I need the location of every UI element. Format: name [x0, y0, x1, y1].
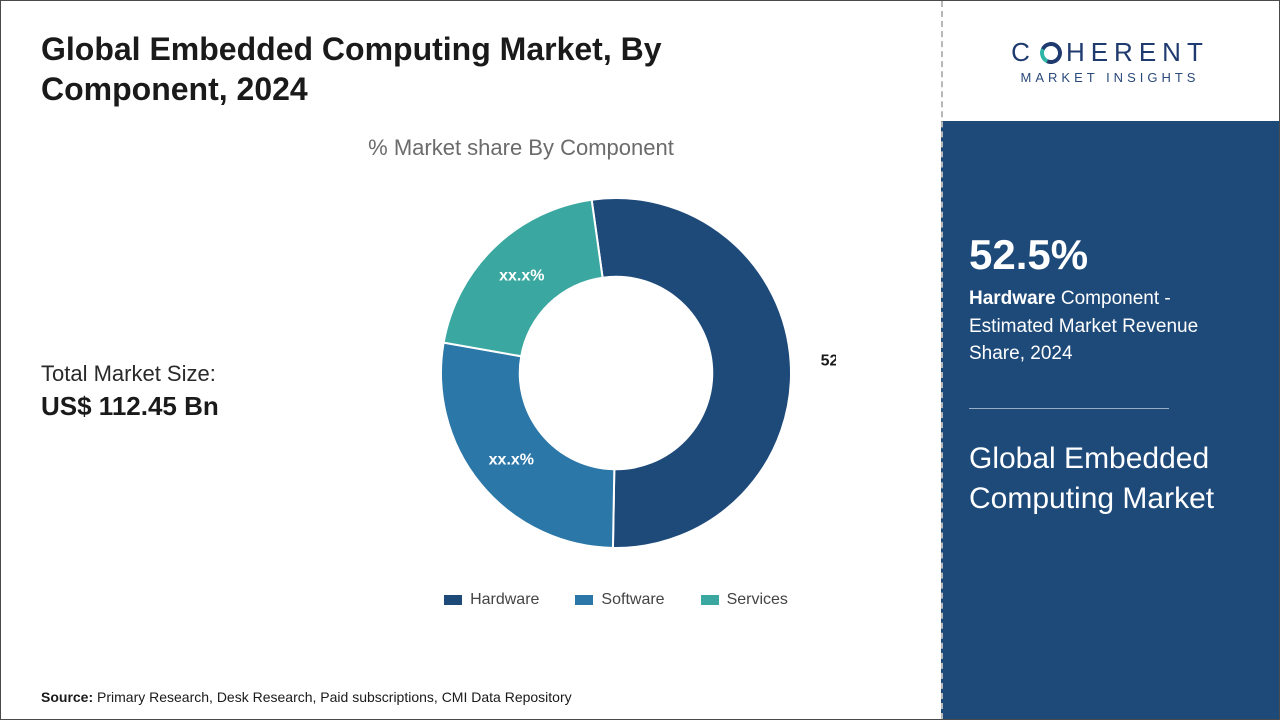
- legend-label: Hardware: [470, 591, 539, 609]
- legend-item-hardware: Hardware: [444, 591, 539, 609]
- panel-title: Global Embedded Computing Market: [969, 439, 1251, 520]
- stat-value: 52.5%: [969, 231, 1251, 279]
- brand-logo: C HERENT MARKET INSIGHTS: [1011, 37, 1209, 85]
- donut-slice-software: [441, 343, 614, 548]
- logo-area: C HERENT MARKET INSIGHTS: [941, 1, 1279, 121]
- donut-label-software: xx.x%: [489, 451, 534, 468]
- chart-legend: Hardware Software Services: [444, 591, 788, 609]
- logo-line1: C HERENT: [1011, 37, 1209, 68]
- legend-item-services: Services: [701, 591, 788, 609]
- logo-post: HERENT: [1066, 37, 1209, 68]
- stat-bold: Hardware: [969, 288, 1056, 309]
- donut-label-services: xx.x%: [499, 267, 544, 284]
- logo-ring-icon: [1037, 38, 1065, 66]
- legend-swatch: [701, 595, 719, 605]
- legend-item-software: Software: [575, 591, 664, 609]
- source-label: Source:: [41, 689, 93, 705]
- stat-description: Hardware Component - Estimated Market Re…: [969, 285, 1209, 368]
- donut-label-hardware: 52.5%: [821, 352, 836, 369]
- vertical-divider: [941, 1, 943, 719]
- infographic-frame: Global Embedded Computing Market, By Com…: [0, 0, 1280, 720]
- legend-label: Services: [727, 591, 788, 609]
- legend-label: Software: [601, 591, 664, 609]
- market-size-value: US$ 112.45 Bn: [41, 391, 311, 422]
- content-row: Total Market Size: US$ 112.45 Bn 52.5% xx…: [41, 173, 921, 609]
- market-size-label: Total Market Size:: [41, 361, 311, 387]
- source-line: Source: Primary Research, Desk Research,…: [41, 689, 572, 705]
- source-text: Primary Research, Desk Research, Paid su…: [93, 689, 572, 705]
- main-area: Global Embedded Computing Market, By Com…: [1, 1, 941, 719]
- market-size-block: Total Market Size: US$ 112.45 Bn: [41, 361, 311, 422]
- chart-subtitle: % Market share By Component: [121, 135, 921, 161]
- donut-slice-hardware: [592, 198, 791, 548]
- side-column: C HERENT MARKET INSIGHTS 52.5% Hardware …: [941, 1, 1279, 719]
- logo-line2: MARKET INSIGHTS: [1011, 70, 1209, 85]
- logo-pre: C: [1011, 37, 1036, 68]
- donut-chart: 52.5% xx.x% xx.x%: [396, 173, 836, 573]
- stat-panel: 52.5% Hardware Component - Estimated Mar…: [941, 121, 1279, 719]
- legend-swatch: [575, 595, 593, 605]
- page-title: Global Embedded Computing Market, By Com…: [41, 29, 761, 109]
- legend-swatch: [444, 595, 462, 605]
- panel-divider: [969, 408, 1169, 409]
- chart-column: 52.5% xx.x% xx.x% Hardware Software Services: [311, 173, 921, 609]
